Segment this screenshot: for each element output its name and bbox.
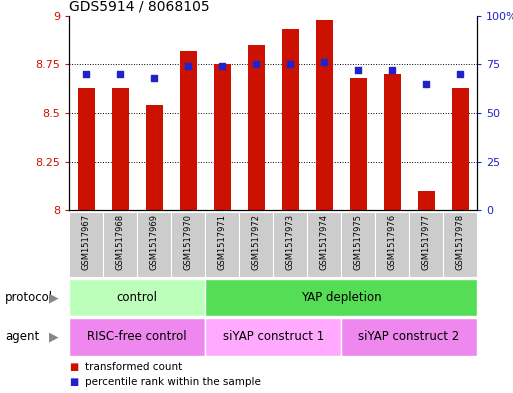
FancyBboxPatch shape: [307, 212, 341, 277]
FancyBboxPatch shape: [205, 318, 341, 356]
Bar: [180, 51, 196, 210]
Text: GSM1517970: GSM1517970: [184, 214, 193, 270]
Text: ▶: ▶: [49, 331, 58, 343]
Point: [320, 59, 328, 66]
Text: YAP depletion: YAP depletion: [301, 291, 382, 304]
Text: ■: ■: [69, 377, 78, 387]
Bar: [451, 88, 468, 210]
Bar: [214, 64, 231, 210]
Text: GSM1517977: GSM1517977: [422, 214, 430, 270]
Text: GSM1517971: GSM1517971: [218, 214, 227, 270]
Point: [286, 61, 294, 68]
Point: [252, 61, 260, 68]
Text: siYAP construct 1: siYAP construct 1: [223, 331, 324, 343]
FancyBboxPatch shape: [341, 212, 375, 277]
Bar: [146, 105, 163, 210]
FancyBboxPatch shape: [375, 212, 409, 277]
Bar: [350, 78, 367, 210]
Bar: [248, 45, 265, 210]
Point: [116, 71, 124, 77]
Bar: [78, 88, 95, 210]
Text: control: control: [117, 291, 157, 304]
Text: GSM1517975: GSM1517975: [353, 214, 363, 270]
FancyBboxPatch shape: [443, 212, 477, 277]
Text: protocol: protocol: [5, 291, 53, 304]
Text: GSM1517972: GSM1517972: [252, 214, 261, 270]
FancyBboxPatch shape: [137, 212, 171, 277]
Text: GDS5914 / 8068105: GDS5914 / 8068105: [69, 0, 210, 13]
FancyBboxPatch shape: [69, 279, 205, 316]
Point: [422, 81, 430, 87]
Text: GSM1517976: GSM1517976: [388, 214, 397, 270]
FancyBboxPatch shape: [69, 212, 103, 277]
Bar: [112, 88, 129, 210]
Text: agent: agent: [5, 331, 40, 343]
Point: [150, 75, 159, 81]
Point: [218, 63, 226, 70]
FancyBboxPatch shape: [205, 279, 477, 316]
Text: GSM1517973: GSM1517973: [286, 214, 294, 270]
Text: siYAP construct 2: siYAP construct 2: [359, 331, 460, 343]
FancyBboxPatch shape: [171, 212, 205, 277]
Text: GSM1517978: GSM1517978: [456, 214, 465, 270]
FancyBboxPatch shape: [205, 212, 239, 277]
Text: ■: ■: [69, 362, 78, 371]
FancyBboxPatch shape: [239, 212, 273, 277]
Point: [354, 67, 362, 73]
Bar: [282, 29, 299, 210]
FancyBboxPatch shape: [69, 318, 205, 356]
Text: GSM1517967: GSM1517967: [82, 214, 91, 270]
FancyBboxPatch shape: [409, 212, 443, 277]
Point: [388, 67, 396, 73]
Bar: [418, 191, 435, 210]
Bar: [315, 20, 332, 210]
Point: [82, 71, 90, 77]
Text: GSM1517974: GSM1517974: [320, 214, 329, 270]
FancyBboxPatch shape: [341, 318, 477, 356]
Point: [456, 71, 464, 77]
Bar: [384, 74, 401, 210]
Text: RISC-free control: RISC-free control: [87, 331, 187, 343]
Text: transformed count: transformed count: [85, 362, 182, 371]
Point: [184, 63, 192, 70]
FancyBboxPatch shape: [103, 212, 137, 277]
FancyBboxPatch shape: [273, 212, 307, 277]
Text: GSM1517968: GSM1517968: [116, 214, 125, 270]
Text: ▶: ▶: [49, 291, 58, 304]
Text: GSM1517969: GSM1517969: [150, 214, 159, 270]
Text: percentile rank within the sample: percentile rank within the sample: [85, 377, 261, 387]
